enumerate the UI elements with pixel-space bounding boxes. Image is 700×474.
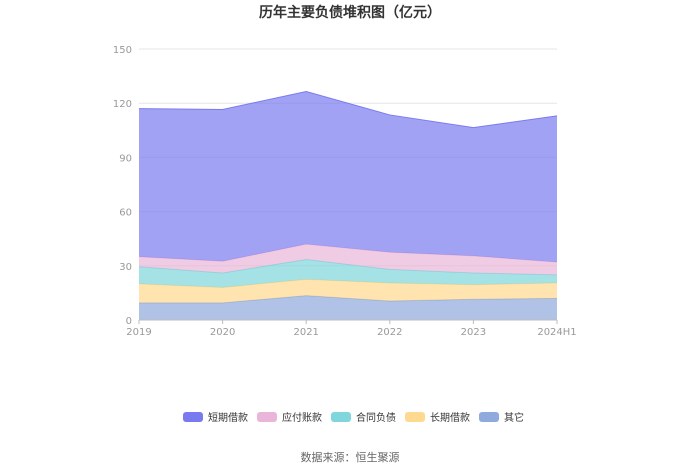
legend-label: 短期借款 <box>208 411 248 424</box>
legend-item[interactable]: 长期借款 <box>405 411 470 424</box>
legend: 短期借款 应付账款 合同负债 长期借款 其它 <box>183 411 524 424</box>
legend-swatch <box>405 412 425 422</box>
series-line-2 <box>138 258 558 276</box>
chart-title: 历年主要负债堆积图（亿元） <box>259 4 441 21</box>
legend-label: 其它 <box>504 411 524 424</box>
y-tick-label: 60 <box>119 208 132 219</box>
legend-item[interactable]: 合同负债 <box>331 411 396 424</box>
legend-item[interactable]: 应付账款 <box>257 411 322 424</box>
x-tick-label: 2022 <box>377 327 402 338</box>
y-tick-label: 0 <box>126 316 132 327</box>
x-tick-label: 2024H1 <box>537 327 576 338</box>
data-source: 数据来源：恒生聚源 <box>301 450 400 464</box>
area-series-3[interactable] <box>139 244 557 275</box>
series-line-4 <box>138 90 558 129</box>
legend-swatch <box>331 412 351 422</box>
legend-label: 应付账款 <box>282 411 322 424</box>
area-series-0[interactable] <box>139 295 557 320</box>
legend-item[interactable]: 其它 <box>479 411 524 424</box>
legend-item[interactable]: 短期借款 <box>183 411 248 424</box>
area-series-1[interactable] <box>139 279 557 303</box>
x-tick-label: 2023 <box>461 327 486 338</box>
y-tick-label: 150 <box>113 45 132 56</box>
x-tick-label: 2021 <box>293 327 318 338</box>
legend-label: 长期借款 <box>430 411 470 424</box>
area-series-2[interactable] <box>139 259 557 288</box>
legend-swatch <box>257 412 277 422</box>
axes: 2019 2020 2021 2022 2023 2024H1 <box>126 319 577 338</box>
legend-swatch <box>183 412 203 422</box>
y-tick-label: 30 <box>119 262 132 273</box>
x-tick-label: 2020 <box>210 327 235 338</box>
legend-label: 合同负债 <box>356 411 396 424</box>
legend-swatch <box>479 412 499 422</box>
area-series <box>138 90 558 320</box>
y-tick-label: 90 <box>119 153 132 164</box>
y-tick-label: 120 <box>113 99 132 110</box>
x-tick-label: 2019 <box>126 327 151 338</box>
area-series-4[interactable] <box>139 91 557 263</box>
